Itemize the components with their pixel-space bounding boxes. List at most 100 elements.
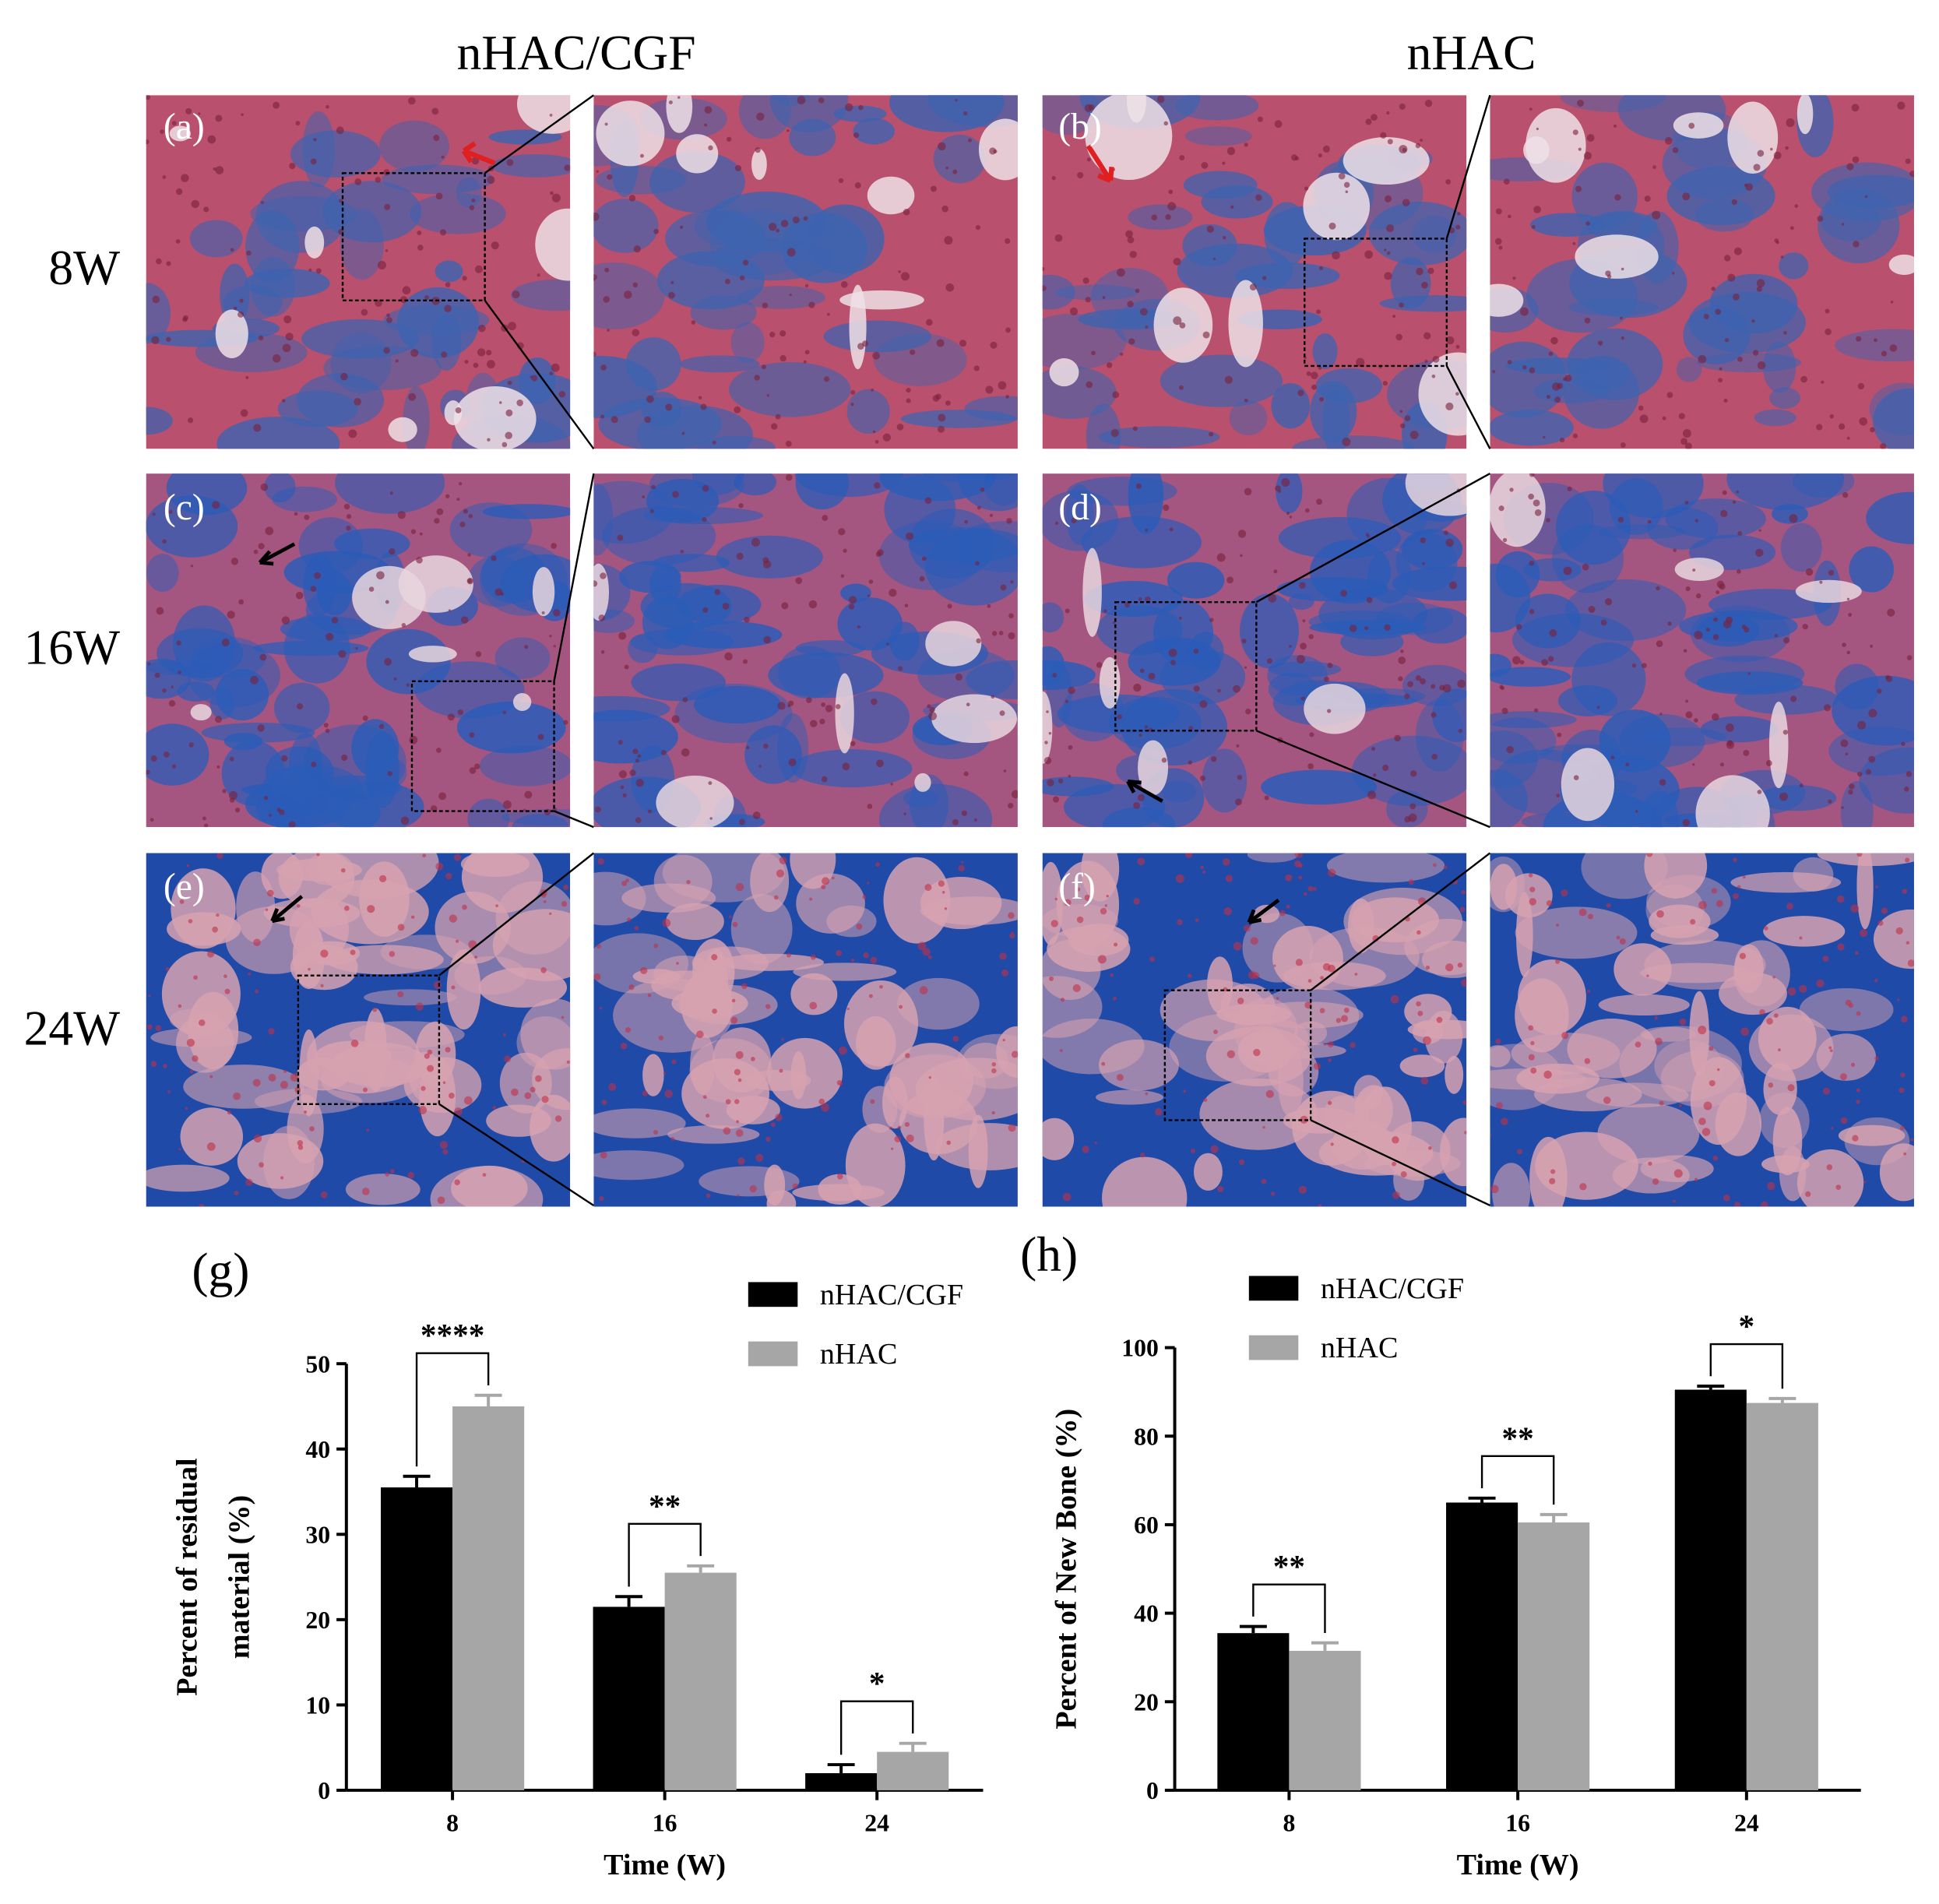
cell xyxy=(1384,272,1392,280)
cell xyxy=(1682,429,1691,438)
cell xyxy=(797,96,806,104)
cell xyxy=(1077,171,1084,179)
cell xyxy=(1786,903,1793,910)
cell xyxy=(320,949,329,958)
cell xyxy=(1531,224,1536,229)
cell xyxy=(1139,308,1148,316)
tissue xyxy=(1267,655,1328,696)
cell xyxy=(1620,442,1626,448)
x-tick-label: 16 xyxy=(653,1809,677,1836)
cell xyxy=(1617,516,1624,523)
tissue xyxy=(1754,409,1796,427)
cell xyxy=(1250,937,1258,945)
cell xyxy=(1752,350,1759,356)
cell xyxy=(1427,267,1434,274)
cell xyxy=(1825,328,1832,336)
significance-label: * xyxy=(1739,1307,1755,1343)
cell xyxy=(383,347,390,354)
cell xyxy=(621,881,628,886)
cell xyxy=(1737,356,1743,362)
cell xyxy=(1874,978,1878,983)
y-tick-label: 50 xyxy=(305,1350,330,1378)
cell xyxy=(989,513,994,517)
cell xyxy=(931,185,937,192)
cell xyxy=(1371,747,1376,751)
cell xyxy=(1829,1049,1833,1053)
cell xyxy=(1392,1191,1400,1199)
cell xyxy=(260,483,269,491)
tissue xyxy=(488,129,562,145)
cell xyxy=(1774,634,1779,638)
cell xyxy=(765,1004,771,1009)
cell xyxy=(1224,375,1233,384)
cell xyxy=(1719,367,1723,371)
tissue xyxy=(252,640,369,656)
cell xyxy=(229,756,234,762)
cell xyxy=(1859,929,1868,938)
cell xyxy=(1068,686,1075,695)
cell xyxy=(805,283,809,287)
cell xyxy=(504,1055,512,1063)
cell xyxy=(486,360,495,369)
cell xyxy=(1639,414,1649,424)
cell xyxy=(822,877,830,885)
cell xyxy=(250,675,259,685)
tissue xyxy=(1343,137,1430,185)
tissue xyxy=(1081,853,1120,902)
cell xyxy=(551,193,561,202)
cell xyxy=(1237,774,1243,780)
cell xyxy=(1386,224,1395,233)
cell xyxy=(792,1183,798,1189)
cell xyxy=(1117,714,1122,720)
cell xyxy=(1723,1194,1730,1202)
cell xyxy=(792,216,800,223)
cell xyxy=(1364,250,1373,259)
cell xyxy=(1739,952,1746,959)
cell xyxy=(593,580,598,587)
tissue xyxy=(364,989,457,1006)
tissue xyxy=(1102,1156,1188,1207)
cell xyxy=(702,484,709,492)
y-tick-label: 40 xyxy=(305,1436,330,1463)
cell xyxy=(700,403,707,410)
cell xyxy=(1805,1191,1811,1198)
cell xyxy=(1276,997,1279,1000)
cell xyxy=(1546,395,1550,399)
cell xyxy=(1091,350,1096,356)
cell xyxy=(1635,810,1638,813)
cell xyxy=(1011,790,1018,799)
cell xyxy=(1584,317,1591,324)
cell xyxy=(238,599,245,605)
cell xyxy=(1356,357,1365,367)
cell xyxy=(1084,104,1093,112)
cell xyxy=(1222,858,1230,866)
cell xyxy=(1457,212,1461,216)
cell xyxy=(273,101,280,109)
cell xyxy=(738,503,744,509)
cell xyxy=(1578,908,1587,917)
cell xyxy=(1135,288,1140,294)
cell xyxy=(868,994,873,998)
cell xyxy=(639,153,644,158)
column-title: nHAC/CGF xyxy=(457,25,696,80)
cell xyxy=(999,710,1005,716)
cell xyxy=(401,623,406,628)
cell xyxy=(410,349,419,357)
cell xyxy=(1864,195,1868,199)
cell xyxy=(154,672,160,678)
cell xyxy=(671,1059,677,1065)
cell xyxy=(340,372,348,381)
cell xyxy=(259,653,267,661)
tissue xyxy=(1779,252,1809,280)
cell xyxy=(850,389,856,395)
cell xyxy=(189,1069,194,1074)
cell xyxy=(1133,898,1140,905)
cell xyxy=(171,121,177,126)
tissue xyxy=(646,479,720,523)
cell xyxy=(1890,300,1894,304)
cell xyxy=(1423,1036,1431,1045)
cell xyxy=(1877,688,1882,694)
tissue xyxy=(1879,1143,1914,1202)
cell xyxy=(297,1145,304,1150)
cell xyxy=(1863,1181,1867,1184)
